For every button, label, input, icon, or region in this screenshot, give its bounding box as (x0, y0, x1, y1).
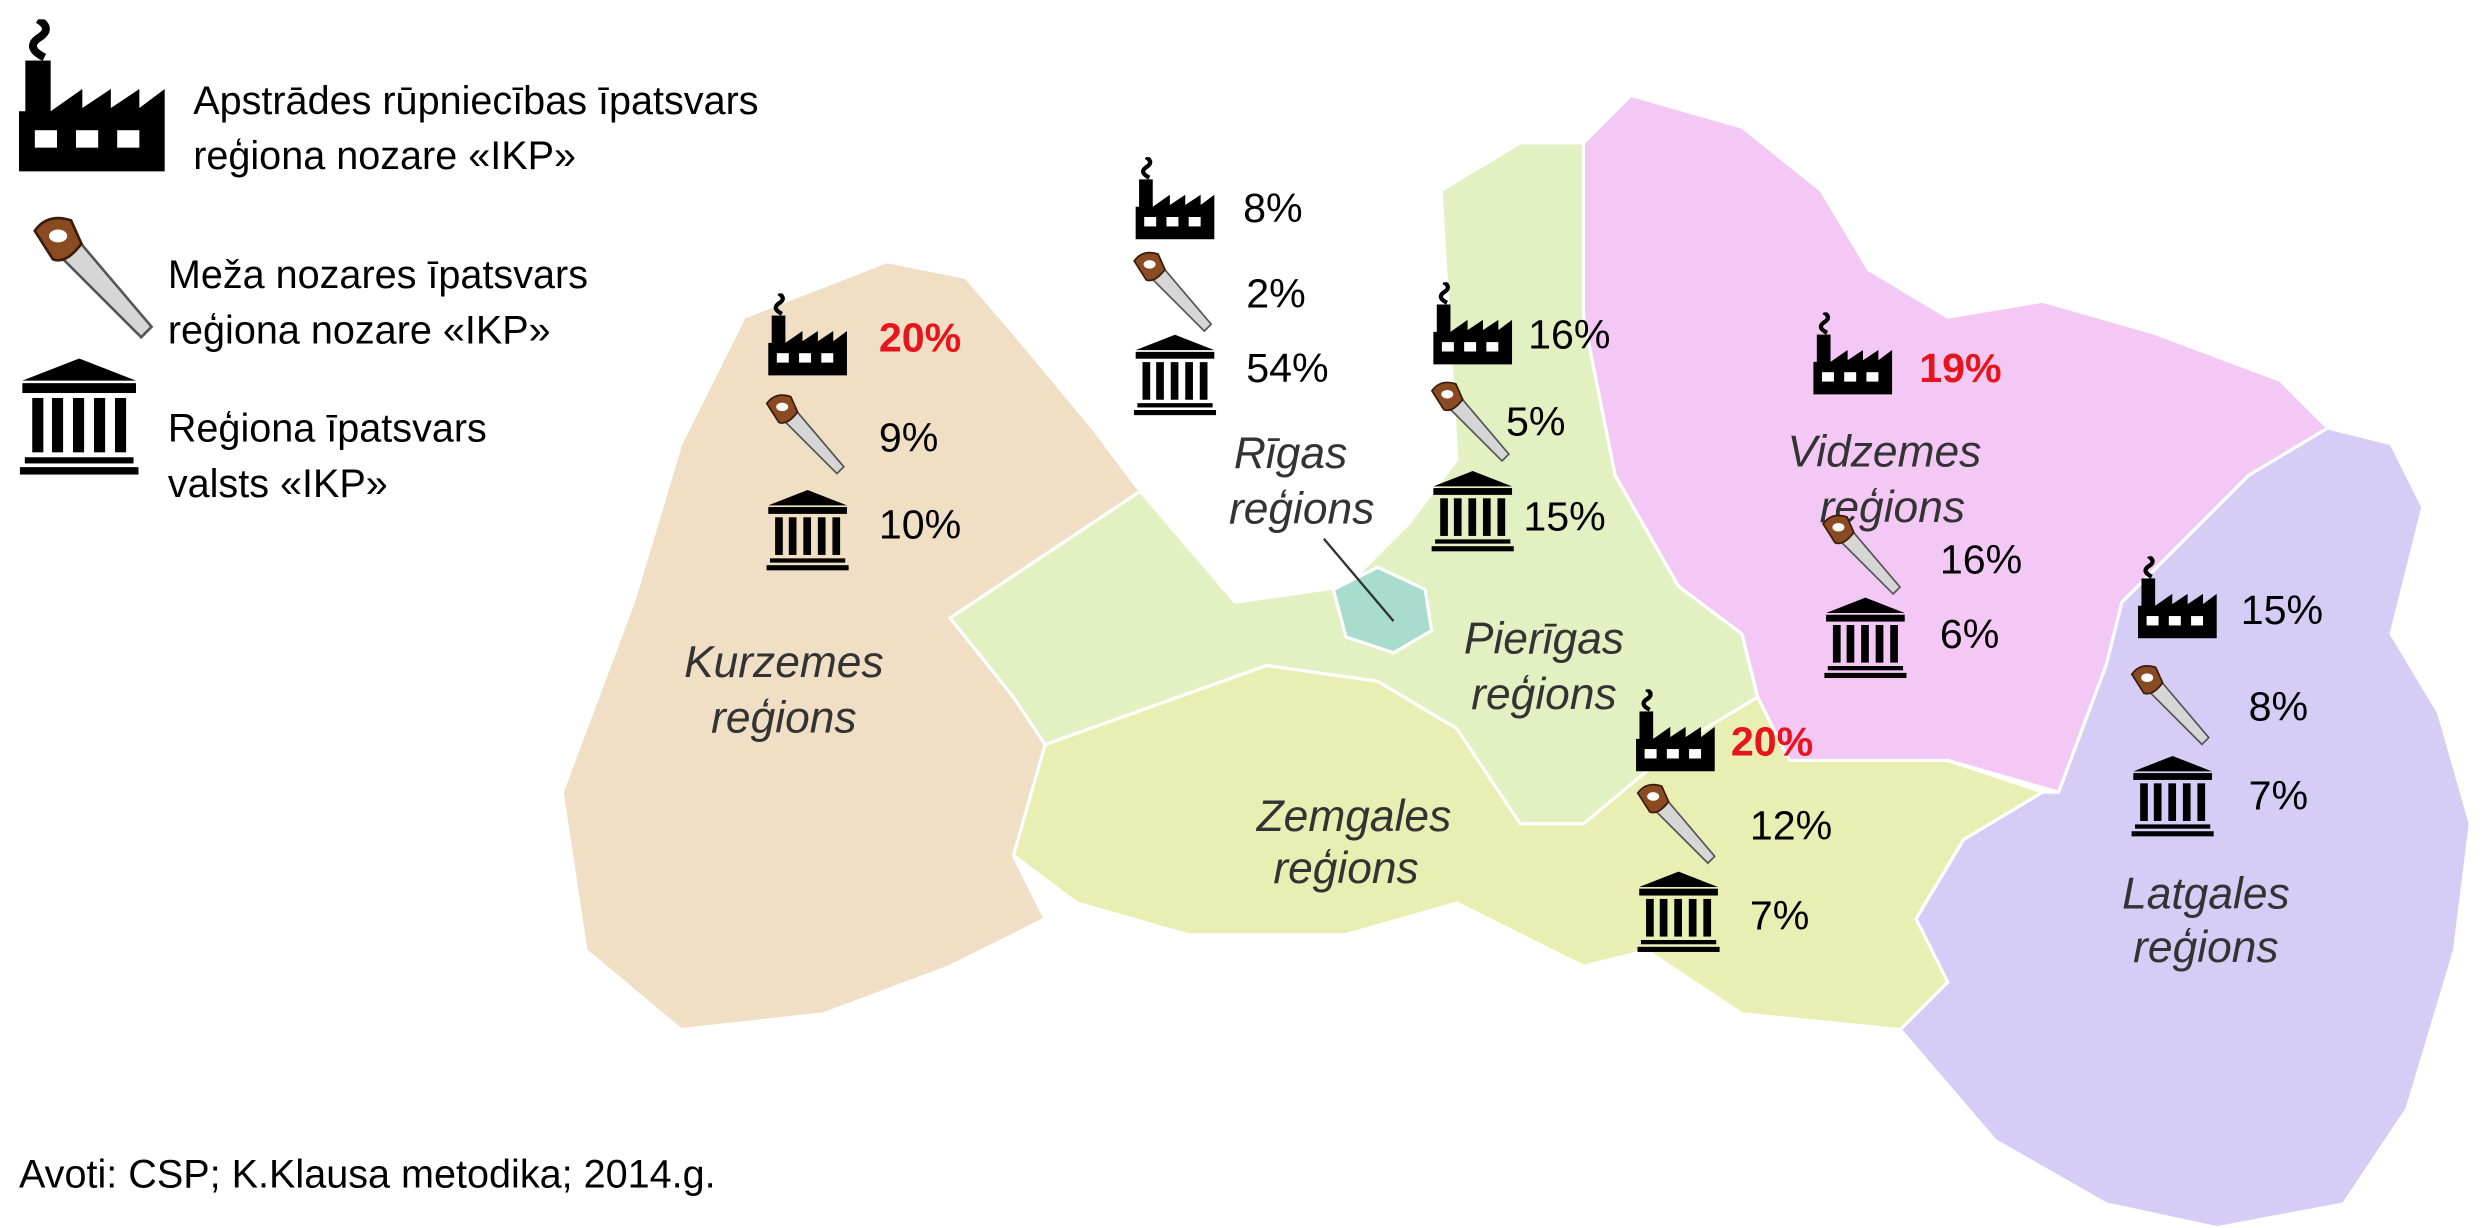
forestry-value: 5% (1506, 399, 1565, 445)
region-group: Kurzemes reģions 20% 9% 10% (684, 293, 961, 743)
region-name: reģions (711, 694, 856, 743)
region-group: Pierīgas reģions 16% 5% 15% (1431, 282, 1624, 719)
region-name: Kurzemes (684, 638, 884, 687)
manufacturing-value: 19% (1919, 345, 2001, 391)
forestry-value: 2% (1246, 270, 1305, 316)
factory-icon (1136, 157, 1215, 239)
legend-label: Apstrādes rūpniecības īpatsvars (193, 79, 758, 123)
legend-label: reģiona nozare «IKP» (168, 308, 551, 352)
manufacturing-value: 20% (879, 315, 961, 361)
legend-label: Meža nozares īpatsvars (168, 253, 588, 297)
forestry-value: 9% (879, 414, 938, 460)
columns-icon (1133, 334, 1217, 416)
region-name: reģions (1471, 670, 1616, 719)
riga-leader (1322, 538, 1395, 622)
gdp-share-value: 54% (1246, 345, 1328, 391)
factory-icon (19, 19, 165, 171)
gdp-share-value: 15% (1523, 494, 1605, 540)
saw-icon (33, 216, 153, 339)
gdp-share-value: 7% (2249, 772, 2308, 818)
region-name: reģions (1229, 485, 1374, 534)
gdp-share-value: 10% (879, 502, 961, 548)
forestry-value: 8% (2249, 684, 2308, 730)
manufacturing-value: 15% (2241, 587, 2323, 633)
source-note: Avoti: CSP; K.Klausa metodika; 2014.g. (19, 1152, 716, 1196)
manufacturing-value: 8% (1243, 185, 1302, 231)
riga-area (1331, 565, 1434, 655)
region-name: Zemgales (1256, 792, 1452, 841)
region-name: Rīgas (1234, 429, 1347, 478)
gdp-share-value: 7% (1750, 893, 1809, 939)
forestry-value: 12% (1750, 802, 1832, 848)
legend-label: Reģiona īpatsvars (168, 407, 487, 451)
region-group: Rīgas reģions 8% 2% 54% (1133, 157, 1374, 534)
manufacturing-value: 20% (1731, 719, 1813, 765)
columns-icon (19, 358, 139, 475)
region-name: reģions (1273, 844, 1418, 893)
region-name: Latgales (2122, 869, 2290, 918)
manufacturing-value: 16% (1528, 312, 1610, 358)
regions: Kurzemes reģions 20% 9% 10% Rīgas reģions 8% 2% 5… (684, 157, 2323, 972)
saw-icon (1133, 251, 1213, 332)
region-name: reģions (2133, 923, 2278, 972)
legend-label: reģiona nozare «IKP» (193, 134, 576, 178)
gdp-share-value: 6% (1940, 611, 1999, 657)
region-name: Pierīgas (1464, 614, 1624, 663)
forestry-value: 16% (1940, 536, 2022, 582)
legend: Apstrādes rūpniecības īpatsvars reģiona n… (19, 19, 759, 506)
region-group: Latgales reģions 15% 8% 7% (2122, 556, 2323, 972)
region-name: Vidzemes (1788, 428, 1982, 477)
legend-label: valsts «IKP» (168, 462, 388, 506)
